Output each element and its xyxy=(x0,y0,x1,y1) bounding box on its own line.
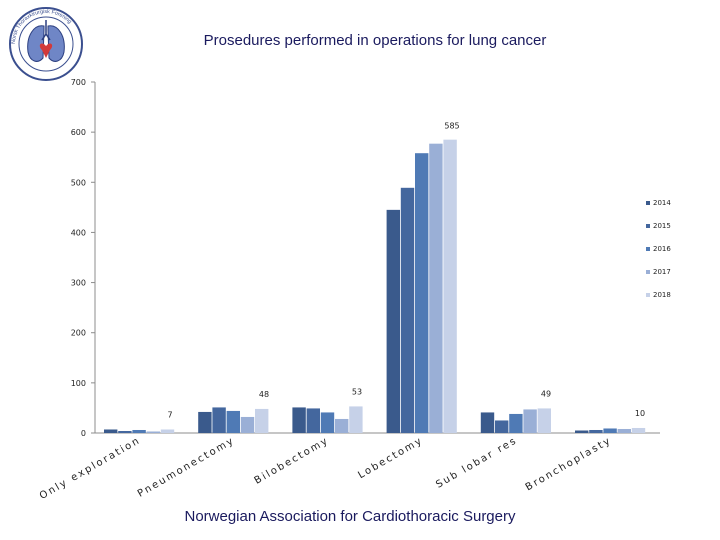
legend-label-2017: 2017 xyxy=(653,268,671,276)
data-label: 7 xyxy=(167,410,172,419)
x-category-label: Only exploration xyxy=(38,435,143,502)
legend-swatch-2016 xyxy=(646,247,650,251)
bar-2018-3 xyxy=(443,139,457,433)
bar-2015-1 xyxy=(212,407,226,433)
bar-2017-3 xyxy=(429,143,443,433)
data-label: 53 xyxy=(352,387,362,396)
data-label: 10 xyxy=(635,409,645,418)
legend-label-2016: 2016 xyxy=(653,245,671,253)
bar-2015-2 xyxy=(306,408,320,433)
x-category-label: Pneumonectomy xyxy=(136,435,237,500)
bar-2014-4 xyxy=(480,412,495,433)
legend-label-2014: 2014 xyxy=(653,199,671,207)
y-tick-label: 100 xyxy=(71,379,86,388)
bar-2015-4 xyxy=(495,420,509,433)
legend-swatch-2018 xyxy=(646,293,650,297)
bar-2017-4 xyxy=(523,409,537,433)
footer-text: Norwegian Association for Cardiothoracic… xyxy=(184,508,516,525)
bar-2014-3 xyxy=(386,209,400,433)
legend-swatch-2014 xyxy=(646,201,650,205)
legend-swatch-2017 xyxy=(646,270,650,274)
bar-2016-5 xyxy=(603,428,617,433)
bar-2014-5 xyxy=(575,430,589,433)
bar-2014-2 xyxy=(292,407,306,433)
y-tick-label: 200 xyxy=(71,329,86,338)
legend-label-2015: 2015 xyxy=(653,222,671,230)
bar-2017-1 xyxy=(240,416,255,433)
data-label: 48 xyxy=(259,390,269,399)
bar-2014-1 xyxy=(198,411,212,433)
legend-swatch-2015 xyxy=(646,224,650,228)
bar-2018-1 xyxy=(255,408,269,433)
y-tick-label: 600 xyxy=(71,128,86,137)
y-tick-label: 500 xyxy=(71,178,86,187)
bar-2018-0 xyxy=(160,429,175,433)
bar-2016-2 xyxy=(320,412,335,433)
x-category-label: Bronchoplasty xyxy=(524,435,614,493)
legend-label-2018: 2018 xyxy=(653,291,671,299)
x-category-label: Bilobectomy xyxy=(253,435,331,487)
bar-2016-0 xyxy=(132,429,146,433)
bar-2017-5 xyxy=(617,428,631,433)
bar-2018-5 xyxy=(631,427,646,433)
chart-title: Prosedures performed in operations for l… xyxy=(203,32,547,49)
y-tick-label: 300 xyxy=(71,279,86,288)
bar-2016-3 xyxy=(415,153,429,433)
bar-2017-2 xyxy=(335,418,349,433)
data-label: 585 xyxy=(444,122,459,131)
nacts-logo: Norsk Thoraxkirurgisk Forening xyxy=(8,6,84,82)
x-category-label: Lobectomy xyxy=(356,435,425,481)
bar-2018-4 xyxy=(537,408,551,433)
y-tick-label: 700 xyxy=(71,78,86,87)
x-category-label: Sub lobar res xyxy=(434,435,519,491)
bar-2016-4 xyxy=(509,413,523,433)
bar-2015-5 xyxy=(589,429,603,433)
bar-2015-3 xyxy=(400,187,415,433)
bar-2016-1 xyxy=(226,410,240,433)
data-label: 49 xyxy=(541,389,551,398)
bar-2017-0 xyxy=(146,431,160,433)
bar-2018-2 xyxy=(349,406,363,433)
y-tick-label: 400 xyxy=(71,228,86,237)
bar-2014-0 xyxy=(104,429,118,433)
bar-2015-0 xyxy=(118,430,132,433)
y-tick-label: 0 xyxy=(81,429,86,438)
